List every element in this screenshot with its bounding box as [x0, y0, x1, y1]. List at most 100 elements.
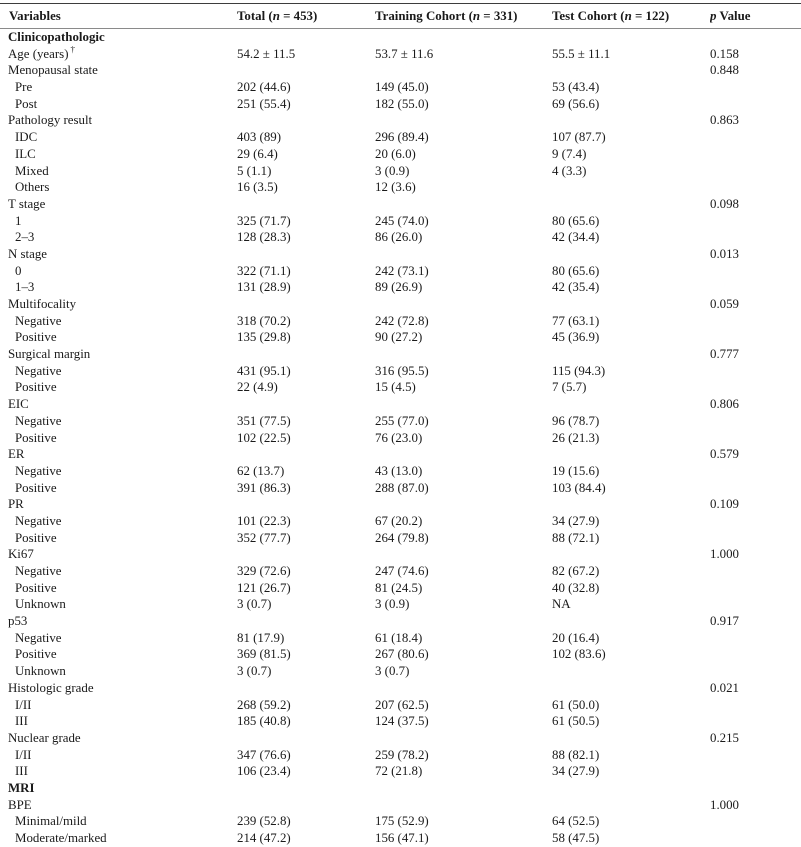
- variable-label: Negative: [15, 313, 62, 328]
- variable-label: Mixed: [15, 163, 49, 178]
- total-cell: 3 (0.7): [237, 597, 272, 612]
- table-row: BPE 1.000: [0, 797, 801, 814]
- test-cohort-cell: [552, 346, 710, 363]
- variable-cell: Negative: [0, 630, 237, 647]
- variable-cell: Clinicopathologic: [0, 29, 237, 46]
- p-value-cell: 0.021: [710, 680, 740, 695]
- table-row: Negative 81 (17.9) 61 (18.4) 20 (16.4): [0, 630, 801, 647]
- test-cohort-cell: 34 (27.9): [552, 513, 600, 528]
- total-cell: 431 (95.1): [237, 363, 291, 378]
- variable-cell: Minimal/mild: [0, 813, 237, 830]
- training-cohort-cell: 86 (26.0): [375, 230, 423, 245]
- p-value-cell: [710, 229, 801, 246]
- total-cell: 318 (70.2): [237, 313, 291, 328]
- total-cell: [237, 797, 375, 814]
- table-row: Negative 351 (77.5) 255 (77.0) 96 (78.7): [0, 413, 801, 430]
- variable-cell: Menopausal state: [0, 62, 237, 79]
- variable-cell: Positive: [0, 480, 237, 497]
- test-cohort-cell: 58 (47.5): [552, 831, 600, 845]
- variable-label: Moderate/marked: [15, 831, 107, 845]
- total-cell: [237, 446, 375, 463]
- total-cell: [237, 730, 375, 747]
- table-row: ER 0.579: [0, 446, 801, 463]
- test-cohort-cell: [552, 396, 710, 413]
- variable-cell: Negative: [0, 463, 237, 480]
- total-cell: 214 (47.2): [237, 831, 291, 845]
- variable-cell: 0: [0, 263, 237, 280]
- p-value-cell: [710, 713, 801, 730]
- variable-cell: N stage: [0, 246, 237, 263]
- total-cell: 62 (13.7): [237, 463, 285, 478]
- p-value-cell: [710, 563, 801, 580]
- training-cohort-cell: 247 (74.6): [375, 564, 429, 578]
- variable-label: Surgical margin: [8, 347, 91, 362]
- training-cohort-cell: 61 (18.4): [375, 630, 423, 645]
- variable-cell: Positive: [0, 530, 237, 547]
- p-value-cell: [710, 763, 801, 780]
- test-cohort-cell: 82 (67.2): [552, 564, 600, 578]
- variable-label: Post: [15, 96, 38, 111]
- p-value-cell: [710, 580, 801, 597]
- training-cohort-cell: [375, 613, 552, 630]
- table-row: 2–3 128 (28.3) 86 (26.0) 42 (34.4): [0, 229, 801, 246]
- variable-label: Pre: [15, 80, 33, 95]
- table-row: Unknown 3 (0.7) 3 (0.9) NA: [0, 596, 801, 613]
- total-cell: 16 (3.5): [237, 180, 278, 195]
- p-value-cell: [710, 179, 801, 196]
- test-cohort-cell: 107 (87.7): [552, 130, 606, 145]
- variable-cell: Age (years) †: [0, 46, 237, 63]
- total-cell: 29 (6.4): [237, 146, 278, 161]
- training-cohort-cell: 90 (27.2): [375, 330, 423, 345]
- variable-cell: Histologic grade: [0, 680, 237, 697]
- table-row: Positive 135 (29.8) 90 (27.2) 45 (36.9): [0, 329, 801, 346]
- training-cohort-cell: [375, 446, 552, 463]
- total-cell: [237, 196, 375, 213]
- training-cohort-cell: 72 (21.8): [375, 764, 423, 779]
- variable-label: ILC: [15, 146, 36, 161]
- variable-label: III: [15, 764, 28, 779]
- total-cell: 369 (81.5): [237, 647, 291, 662]
- table-row: Ki67 1.000: [0, 546, 801, 563]
- test-cohort-cell: [552, 179, 710, 196]
- variable-label: PR: [8, 497, 24, 512]
- table-row: 1 325 (71.7) 245 (74.0) 80 (65.6): [0, 213, 801, 230]
- variable-cell: Unknown: [0, 663, 237, 680]
- total-cell: [237, 780, 375, 797]
- p-value-cell: 0.158: [710, 46, 740, 61]
- table-row: Mixed 5 (1.1) 3 (0.9) 4 (3.3): [0, 163, 801, 180]
- total-cell: 403 (89): [237, 130, 282, 145]
- total-cell: 106 (23.4): [237, 764, 291, 779]
- p-value-cell: [710, 513, 801, 530]
- variable-label: BPE: [8, 797, 32, 812]
- variable-label: Positive: [15, 380, 57, 395]
- table-body: Clinicopathologic Age (years) † 54.2 ± 11.5…: [0, 29, 801, 847]
- test-cohort-cell: 61 (50.5): [552, 714, 600, 729]
- table-row: Positive 369 (81.5) 267 (80.6) 102 (83.6): [0, 646, 801, 663]
- p-value-cell: 0.059: [710, 297, 740, 311]
- training-cohort-cell: [375, 62, 552, 79]
- table-row: 0 322 (71.1) 242 (73.1) 80 (65.6): [0, 263, 801, 280]
- variable-label: MRI: [8, 780, 35, 795]
- test-cohort-cell: [552, 196, 710, 213]
- p-value-cell: [710, 129, 801, 146]
- variable-label: Positive: [15, 647, 57, 662]
- training-cohort-cell: [375, 496, 552, 513]
- training-cohort-cell: 207 (62.5): [375, 697, 429, 712]
- variable-label: I/II: [15, 747, 32, 762]
- test-cohort-cell: [552, 546, 710, 563]
- training-cohort-cell: 3 (0.7): [375, 664, 410, 679]
- training-cohort-cell: [375, 246, 552, 263]
- p-value-cell: [710, 146, 801, 163]
- table-row: I/II 268 (59.2) 207 (62.5) 61 (50.0): [0, 697, 801, 714]
- variable-cell: PR: [0, 496, 237, 513]
- test-cohort-cell: [552, 62, 710, 79]
- training-cohort-cell: 149 (45.0): [375, 80, 429, 95]
- total-cell: [237, 62, 375, 79]
- test-cohort-cell: 80 (65.6): [552, 263, 600, 278]
- test-cohort-cell: 40 (32.8): [552, 580, 600, 595]
- test-cohort-cell: NA: [552, 597, 571, 612]
- total-cell: 128 (28.3): [237, 230, 291, 245]
- p-value-cell: [710, 263, 801, 280]
- test-cohort-cell: 19 (15.6): [552, 463, 600, 478]
- training-cohort-cell: [375, 680, 552, 697]
